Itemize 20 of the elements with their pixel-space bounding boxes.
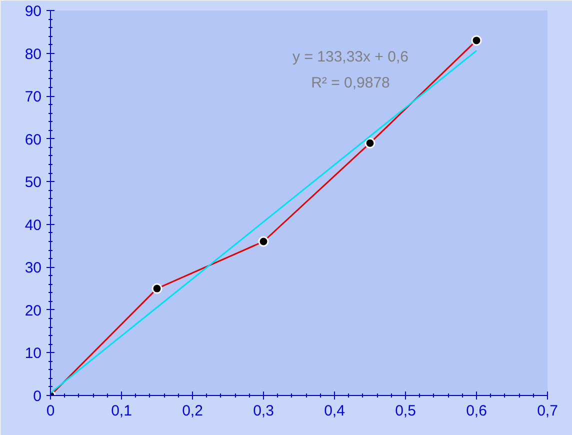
y-tick-label: 80 [24,46,42,63]
y-tick-label: 0 [33,388,42,405]
x-tick-label: 0,4 [324,402,345,420]
y-tick-label: 70 [24,88,42,106]
x-tick-label: 0,2 [182,402,203,420]
y-tick-label: 60 [24,131,42,148]
x-tick-label: 0,1 [111,402,132,420]
x-tick-label: 0,7 [537,402,558,420]
y-tick-label: 30 [24,260,42,277]
x-tick-label: 0 [46,402,55,420]
y-tick-label: 40 [24,216,42,234]
annotation: y = 133,33x + 0,6 [292,48,408,66]
y-tick-label: 20 [24,302,42,320]
y-tick-label: 10 [24,345,42,362]
annotation: R² = 0,9878 [311,74,390,92]
y-tick-label: 90 [24,3,42,20]
x-tick-label: 0,6 [466,402,487,420]
x-tick-label: 0,3 [253,402,274,420]
x-tick-label: 0,5 [395,402,416,420]
y-tick-label: 50 [24,174,42,192]
